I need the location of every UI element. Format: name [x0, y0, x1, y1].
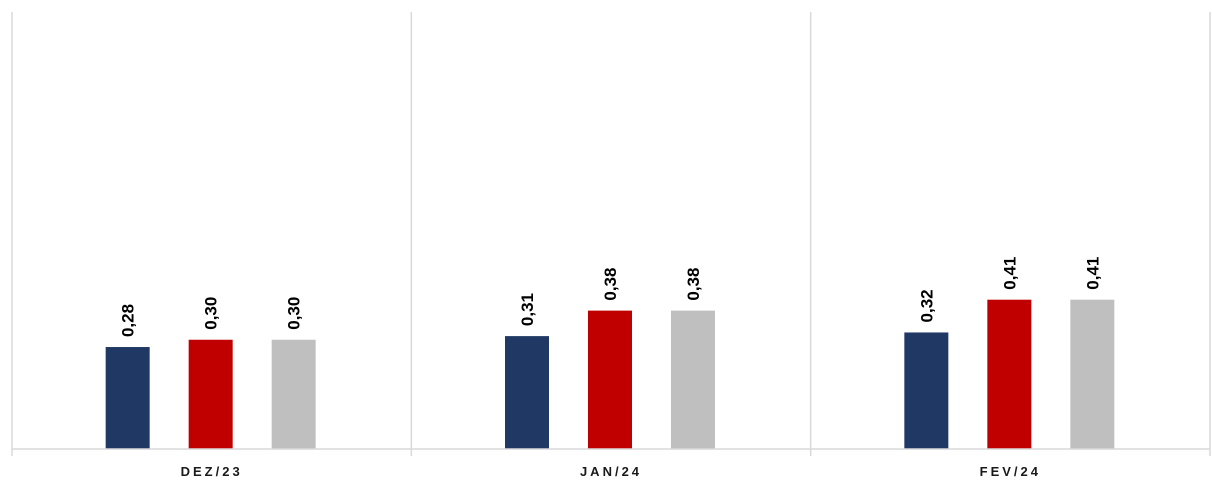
x-axis-tick-labels: DEZ/23 JAN/24 FEV/24	[181, 464, 1041, 479]
data-label: 0,28	[119, 304, 138, 337]
data-label: 0,41	[1000, 257, 1019, 290]
data-label: 0,38	[684, 268, 703, 301]
bar-dez-23-series-2	[188, 339, 233, 449]
data-label: 0,38	[601, 268, 620, 301]
bar-jan-24-series-1	[505, 336, 549, 449]
category-separators	[11, 12, 1211, 456]
data-label: 0,30	[202, 297, 221, 330]
x-tick-label: JAN/24	[580, 464, 642, 479]
data-label: 0,32	[917, 289, 936, 322]
bar-jan-24-series-2	[588, 310, 632, 449]
data-label: 0,30	[285, 297, 304, 330]
bar-jan-24-series-3	[671, 310, 715, 449]
x-tick-label: FEV/24	[980, 464, 1041, 479]
bar-dez-23-series-1	[105, 347, 150, 449]
bar-fev-24-series-3	[1070, 299, 1115, 449]
bar-fev-24-series-2	[987, 299, 1032, 449]
bar-dez-23-series-3	[271, 339, 316, 449]
bar-fev-24-series-1	[904, 332, 949, 449]
data-labels-group: 0,28 0,30 0,30 0,31 0,38 0,38 0,32 0,41 0,41	[119, 257, 1103, 337]
x-tick-label: DEZ/23	[181, 464, 243, 479]
data-label: 0,31	[518, 293, 537, 326]
bars-group	[105, 299, 1115, 449]
data-label: 0,41	[1083, 257, 1102, 290]
